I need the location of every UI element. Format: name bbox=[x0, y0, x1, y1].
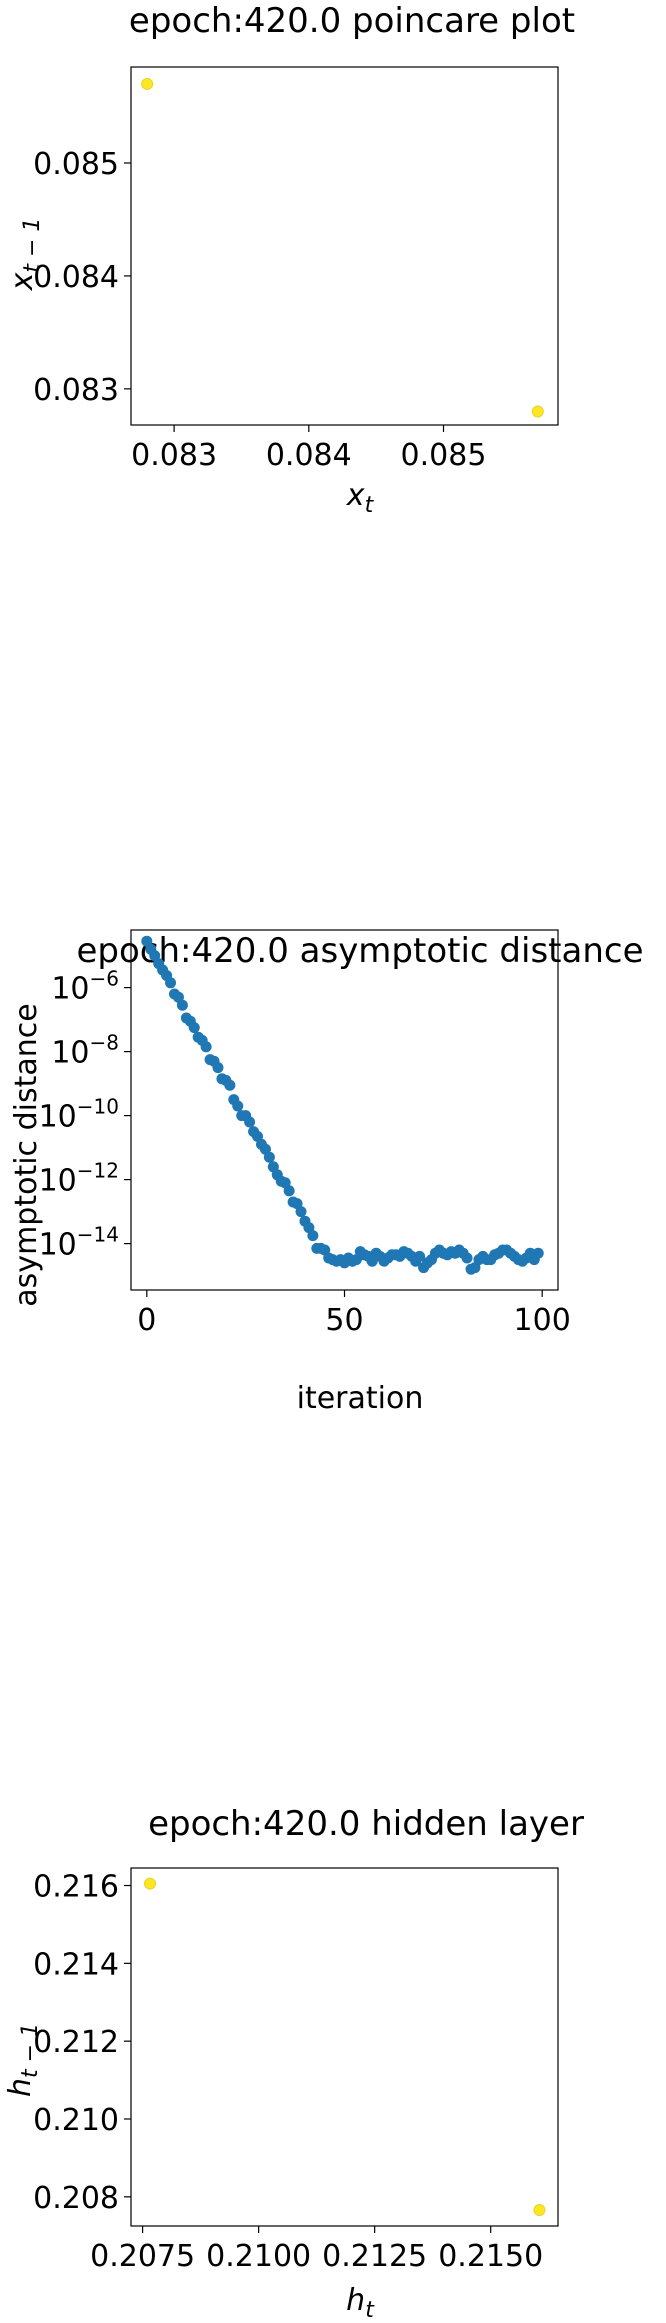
asymptotic-distance-panel: epoch:420.0 asymptotic distance 0 50 100 10… bbox=[9, 929, 644, 1416]
asymptotic-point bbox=[461, 1252, 473, 1264]
poincare-plot-panel: epoch:420.0 poincare plot 0.083 0.084 0.08… bbox=[5, 1, 575, 518]
asymptotic-point bbox=[165, 977, 177, 989]
hidden-point bbox=[144, 1877, 157, 1890]
asymptotic-x-tick-label: 50 bbox=[325, 1303, 363, 1338]
asymptotic-y-tick-label: 10−10 bbox=[39, 1095, 119, 1135]
hidden-y-tick-label: 0.214 bbox=[33, 1947, 119, 1982]
hidden-y-tick-label: 0.208 bbox=[33, 2181, 119, 2216]
asymptotic-point bbox=[244, 1116, 256, 1128]
asymptotic-y-axis-label: asymptotic distance bbox=[9, 1003, 44, 1306]
hidden-x-tick-label: 0.2100 bbox=[206, 2239, 311, 2274]
poincare-x-tick-label: 0.083 bbox=[131, 438, 217, 473]
poincare-point bbox=[531, 405, 544, 418]
asymptotic-point bbox=[200, 1041, 212, 1053]
poincare-y-tick-label: 0.085 bbox=[33, 147, 119, 182]
poincare-x-tick-label: 0.085 bbox=[401, 438, 487, 473]
poincare-x-tick-label: 0.084 bbox=[266, 438, 352, 473]
hidden-x-tick-label: 0.2075 bbox=[90, 2239, 195, 2274]
poincare-point bbox=[141, 77, 154, 90]
asymptotic-x-tick-label: 0 bbox=[137, 1303, 156, 1338]
asymptotic-point bbox=[212, 1062, 224, 1074]
hidden-y-tick-label: 0.216 bbox=[33, 1870, 119, 1905]
asymptotic-point bbox=[232, 1100, 244, 1112]
poincare-y-tick-label: 0.084 bbox=[33, 260, 119, 295]
poincare-y-tick-label: 0.083 bbox=[33, 373, 119, 408]
asymptotic-point bbox=[307, 1230, 319, 1242]
asymptotic-axes-frame bbox=[130, 929, 559, 1291]
hidden-title: epoch:420.0 hidden layer bbox=[148, 1804, 584, 1844]
poincare-plot-area: 0.083 0.084 0.085 0.083 0.084 0.085 bbox=[33, 66, 559, 473]
poincare-y-axis-label: xt − 1 bbox=[5, 218, 45, 292]
hidden-point bbox=[533, 2204, 546, 2217]
hidden-x-axis-label: ht bbox=[346, 2283, 375, 2323]
hidden-axes-frame bbox=[130, 1867, 559, 2227]
asymptotic-point bbox=[283, 1185, 295, 1197]
asymptotic-point bbox=[414, 1250, 426, 1262]
asymptotic-point bbox=[295, 1206, 307, 1218]
asymptotic-point bbox=[176, 999, 188, 1011]
asymptotic-x-tick-label: 100 bbox=[514, 1303, 571, 1338]
asymptotic-y-tick-label: 10−8 bbox=[51, 1031, 119, 1071]
poincare-x-axis-label: xt bbox=[346, 478, 375, 518]
asymptotic-point bbox=[188, 1022, 200, 1034]
asymptotic-y-tick-label: 10−14 bbox=[39, 1223, 119, 1263]
asymptotic-y-tick-label: 10−6 bbox=[51, 967, 119, 1007]
asymptotic-title: epoch:420.0 asymptotic distance bbox=[77, 931, 644, 971]
asymptotic-x-axis-label: iteration bbox=[297, 1381, 424, 1416]
poincare-axes-frame bbox=[130, 66, 559, 426]
hidden-x-tick-label: 0.2150 bbox=[438, 2239, 543, 2274]
asymptotic-y-tick-label: 10−12 bbox=[39, 1159, 119, 1199]
asymptotic-point bbox=[224, 1079, 236, 1091]
asymptotic-point bbox=[263, 1151, 275, 1163]
asymptotic-point bbox=[532, 1247, 544, 1259]
hidden-x-tick-label: 0.2125 bbox=[322, 2239, 427, 2274]
hidden-plot-area: 0.2075 0.2100 0.2125 0.2150 0.208 0.210 0.212 0… bbox=[33, 1867, 559, 2274]
asymptotic-plot-area: 0 50 100 10−6 10−8 10−10 10−12 10−14 bbox=[39, 929, 571, 1338]
hidden-layer-panel: epoch:420.0 hidden layer 0.2075 0.2100 0.2… bbox=[3, 1804, 584, 2323]
poincare-title: epoch:420.0 poincare plot bbox=[129, 1, 575, 41]
hidden-y-tick-label: 0.212 bbox=[33, 2025, 119, 2060]
hidden-y-axis-label: ht − 1 bbox=[3, 2023, 43, 2097]
hidden-y-tick-label: 0.210 bbox=[33, 2103, 119, 2138]
